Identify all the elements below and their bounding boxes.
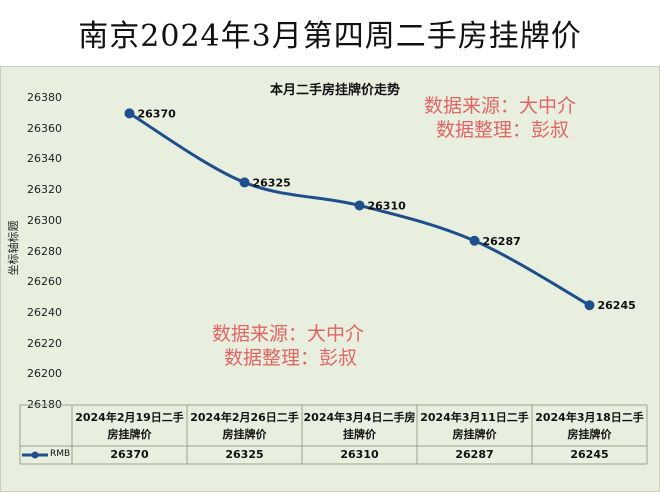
y-tick-label: 26300 [27, 213, 62, 227]
watermark-editor: 数据整理：彭叔 [224, 347, 358, 369]
y-tick-label: 26380 [27, 91, 62, 104]
page-title: 南京2024年3月第四周二手房挂牌价 [78, 19, 582, 54]
data-point-marker [469, 235, 480, 246]
legend-series-name: RMB [50, 449, 71, 459]
legend-key [20, 446, 72, 464]
watermark-source: 数据来源：大中介 [212, 323, 365, 345]
y-tick-label: 26240 [27, 305, 62, 319]
chart-title: 本月二手房挂牌价走势 [269, 83, 400, 98]
y-tick-label: 26320 [27, 183, 62, 197]
table-value-cell: 26325 [225, 448, 264, 461]
legend-line-marker [22, 451, 48, 459]
y-tick-label: 26360 [27, 121, 62, 135]
y-tick-label: 26220 [27, 336, 62, 350]
watermark-bottom: 数据来源：大中介 数据整理：彭叔 [212, 322, 364, 370]
y-tick-label: 26340 [27, 152, 62, 166]
x-category-label: 2024年2月26日二手房挂牌价 [190, 411, 299, 441]
data-label: 26287 [483, 235, 521, 248]
watermark-source: 数据来源：大中介 [424, 95, 577, 117]
y-tick-label: 26260 [27, 275, 62, 289]
title-bar: 南京2024年3月第四周二手房挂牌价 [0, 0, 660, 66]
data-point-marker [354, 200, 365, 211]
data-label: 26245 [598, 299, 636, 312]
y-tick-label: 26280 [27, 244, 62, 258]
x-category-label: 2024年3月18日二手房挂牌价 [535, 411, 644, 441]
x-category-label: 2024年2月19日二手房挂牌价 [75, 411, 184, 441]
watermark-top: 数据来源：大中介 数据整理：彭叔 [424, 94, 576, 142]
x-category-label: 2024年3月11日二手房挂牌价 [420, 411, 529, 441]
data-label: 26370 [138, 107, 177, 120]
y-tick-label: 26200 [27, 367, 62, 381]
chart-area [0, 66, 660, 492]
data-point-marker [124, 108, 135, 119]
data-point-marker [584, 300, 595, 311]
table-value-cell: 26245 [570, 448, 609, 461]
data-point-marker [239, 177, 250, 188]
x-category-label: 2024年3月4日二手房挂牌价 [303, 411, 416, 441]
table-value-cell: 26287 [455, 448, 494, 461]
table-value-cell: 26370 [110, 448, 149, 461]
watermark-editor: 数据整理：彭叔 [436, 119, 570, 141]
data-label: 26310 [368, 199, 407, 212]
data-label: 26325 [253, 176, 291, 189]
table-value-cell: 26310 [340, 448, 379, 461]
